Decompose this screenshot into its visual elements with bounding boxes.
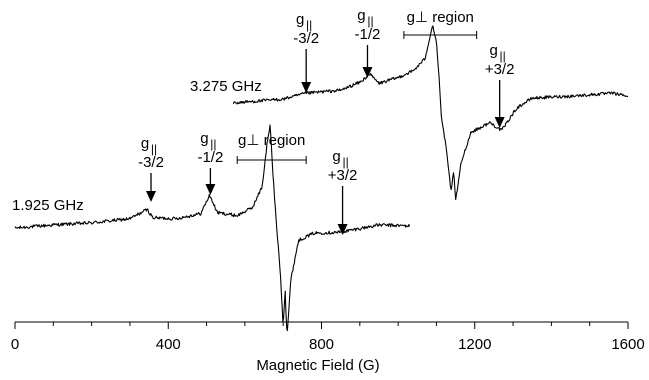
x-tick-label: 800 <box>309 336 334 353</box>
annotation-g-label: g <box>296 11 304 28</box>
annotation-g-label: g <box>489 42 497 59</box>
x-tick-label: 1600 <box>611 336 644 353</box>
annotation-arrow-head <box>337 224 348 235</box>
annotation-g-subscript: || <box>151 142 157 156</box>
x-tick-label: 400 <box>156 336 181 353</box>
annotation-g-subscript: || <box>306 18 312 32</box>
annotation-quantum-label: -1/2 <box>197 149 223 166</box>
series-line <box>232 25 629 201</box>
annotation-g-subscript: || <box>210 137 216 151</box>
x-axis-title: Magnetic Field (G) <box>256 357 379 374</box>
annotation-arrow-head <box>146 191 157 202</box>
annotation-g-label: g <box>200 130 208 147</box>
annotation-g-label: g <box>357 7 365 24</box>
annotation-arrow-head <box>301 82 312 93</box>
annotation-arrow-head <box>205 184 216 195</box>
annotation-quantum-label: -3/2 <box>138 154 164 171</box>
series-label: 3.275 GHz <box>190 78 262 95</box>
x-tick-label: 1200 <box>458 336 491 353</box>
annotation-quantum-label: -3/2 <box>293 30 319 47</box>
x-tick-label: 0 <box>11 336 19 353</box>
annotation-g-subscript: || <box>367 14 373 28</box>
spectra: 1.925 GHz 3.275 GHz <box>12 25 629 332</box>
annotation-g-subscript: || <box>500 49 506 63</box>
annotation-quantum-label: +3/2 <box>485 61 515 78</box>
annotation-g-label: g <box>332 148 340 165</box>
annotation-g-subscript: || <box>342 155 348 169</box>
annotation-arrow-head <box>362 67 373 78</box>
region-label: g⊥ region <box>407 9 474 26</box>
annotation-quantum-label: -1/2 <box>355 26 381 43</box>
annotation-quantum-label: +3/2 <box>328 167 358 184</box>
x-axis: 0 400 800 1200 1600 <box>11 321 645 353</box>
series-line <box>14 124 411 332</box>
region-label: g⊥ region <box>238 132 305 149</box>
annotation-g-label: g <box>141 135 149 152</box>
annotation-arrow-head <box>494 117 505 128</box>
series-label: 1.925 GHz <box>12 197 84 214</box>
